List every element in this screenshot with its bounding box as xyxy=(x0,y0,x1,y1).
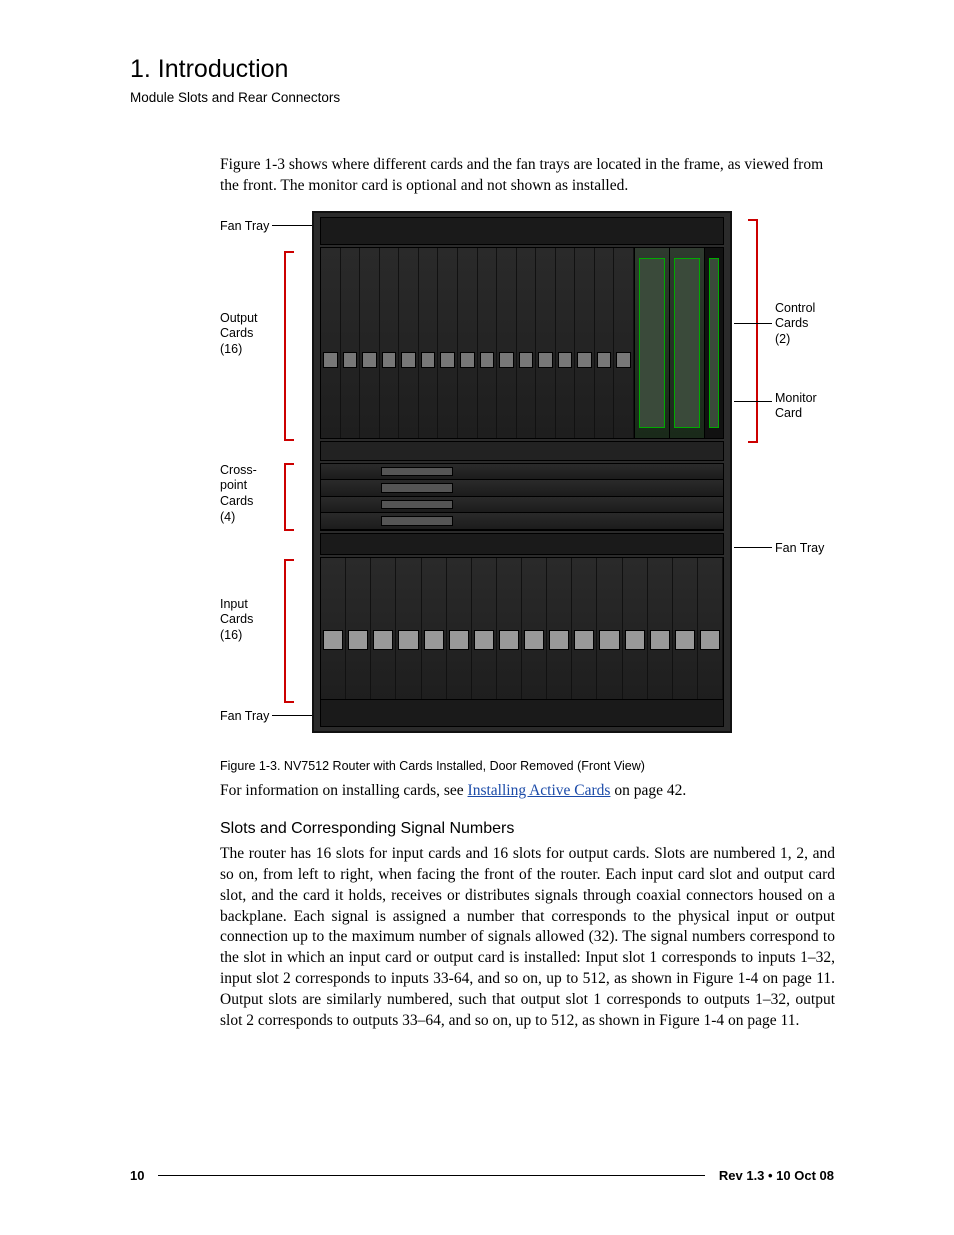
input-slot xyxy=(572,558,597,702)
crosspoint-bay xyxy=(320,463,724,531)
input-slot xyxy=(597,558,622,702)
fan-tray-mid xyxy=(320,533,724,555)
input-slot xyxy=(698,558,723,702)
output-slot xyxy=(341,248,361,438)
input-slot xyxy=(472,558,497,702)
crosspoint-card xyxy=(321,513,723,530)
output-slot xyxy=(438,248,458,438)
output-slot xyxy=(380,248,400,438)
leader-line xyxy=(272,715,312,716)
label-fan-tray-bottom: Fan Tray xyxy=(220,709,269,725)
label-input-cards: Input Cards (16) xyxy=(220,597,253,644)
divider xyxy=(320,441,724,461)
input-slot xyxy=(422,558,447,702)
output-slot xyxy=(614,248,634,438)
revision-stamp: Rev 1.3 • 10 Oct 08 xyxy=(719,1168,834,1183)
intro-paragraph: Figure 1-3 shows where different cards a… xyxy=(220,155,835,197)
link-installing-active-cards[interactable]: Installing Active Cards xyxy=(468,782,611,799)
fan-tray-top xyxy=(320,217,724,245)
input-slot xyxy=(447,558,472,702)
chapter-title: 1. Introduction xyxy=(130,55,834,84)
control-card-slot xyxy=(669,248,704,438)
output-slot xyxy=(517,248,537,438)
output-slot xyxy=(497,248,517,438)
content-block: Figure 1-3 shows where different cards a… xyxy=(220,155,835,1032)
leader-line xyxy=(272,225,312,226)
page-number: 10 xyxy=(130,1168,144,1183)
output-slot xyxy=(458,248,478,438)
output-slot xyxy=(536,248,556,438)
running-head: Module Slots and Rear Connectors xyxy=(130,90,834,105)
fan-tray-bottom xyxy=(320,699,724,727)
output-slot xyxy=(399,248,419,438)
input-slot xyxy=(547,558,572,702)
input-slot xyxy=(346,558,371,702)
input-slot xyxy=(396,558,421,702)
label-monitor-card: Monitor Card xyxy=(775,391,817,422)
figure-caption: Figure 1-3. NV7512 Router with Cards Ins… xyxy=(220,759,835,773)
control-card-slot xyxy=(634,248,669,438)
subsection-body: The router has 16 slots for input cards … xyxy=(220,844,835,1032)
leader-line xyxy=(734,401,772,402)
input-slot xyxy=(673,558,698,702)
after-figure-paragraph: For information on installing cards, see… xyxy=(220,781,835,802)
input-slot xyxy=(497,558,522,702)
crosspoint-card xyxy=(321,497,723,514)
label-crosspoint-cards: Cross- point Cards (4) xyxy=(220,463,257,526)
input-slot xyxy=(371,558,396,702)
label-output-cards: Output Cards (16) xyxy=(220,311,258,358)
input-bay xyxy=(320,557,724,703)
leader-line xyxy=(734,323,772,324)
subsection-heading: Slots and Corresponding Signal Numbers xyxy=(220,820,835,838)
input-slot xyxy=(648,558,673,702)
output-slot xyxy=(575,248,595,438)
bracket-output xyxy=(284,251,294,441)
text: For information on installing cards, see xyxy=(220,782,468,799)
footer-rule xyxy=(158,1175,704,1176)
page: 1. Introduction Module Slots and Rear Co… xyxy=(0,0,954,1235)
label-fan-tray-mid: Fan Tray xyxy=(775,541,824,557)
output-slot xyxy=(321,248,341,438)
crosspoint-card xyxy=(321,480,723,497)
leader-line xyxy=(734,547,772,548)
output-slot xyxy=(478,248,498,438)
input-slot xyxy=(321,558,346,702)
label-fan-tray-top: Fan Tray xyxy=(220,219,269,235)
output-slot xyxy=(595,248,615,438)
crosspoint-card xyxy=(321,464,723,481)
output-slot xyxy=(360,248,380,438)
text: on page 42. xyxy=(610,782,686,799)
label-control-cards: Control Cards (2) xyxy=(775,301,815,348)
figure-1-3: Fan Tray Output Cards (16) Cross- point … xyxy=(220,211,835,751)
page-footer: 10 Rev 1.3 • 10 Oct 08 xyxy=(130,1168,834,1183)
input-slot xyxy=(623,558,648,702)
bracket-right-full xyxy=(748,219,758,443)
bracket-xpoint xyxy=(284,463,294,531)
output-bay xyxy=(320,247,724,439)
monitor-card-slot xyxy=(704,248,723,438)
input-slot xyxy=(522,558,547,702)
bracket-input xyxy=(284,559,294,703)
output-slot xyxy=(556,248,576,438)
output-slot xyxy=(419,248,439,438)
chassis xyxy=(312,211,732,733)
